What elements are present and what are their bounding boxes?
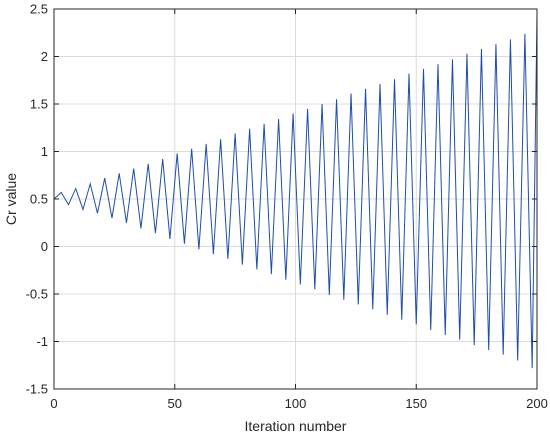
- y-axis-label: Cr value: [3, 173, 19, 225]
- y-tick-label: 2.5: [30, 2, 48, 17]
- x-tick-label: 0: [50, 396, 57, 411]
- y-tick-label: 1.5: [30, 97, 48, 112]
- y-tick-label: 2: [41, 49, 48, 64]
- y-tick-label: 0.5: [30, 192, 48, 207]
- y-tick-label: 1: [41, 144, 48, 159]
- y-tick-label: 0: [41, 239, 48, 254]
- series-line: [53, 13, 538, 369]
- x-tick-label: 100: [285, 396, 307, 411]
- x-tick-label: 200: [526, 396, 548, 411]
- y-tick-label: -1: [36, 334, 48, 349]
- y-tick-label: -1.5: [26, 382, 48, 397]
- series-layer: [53, 13, 538, 369]
- x-axis-label: Iteration number: [245, 418, 347, 434]
- x-tick-label: 50: [168, 396, 182, 411]
- y-tick-label: -0.5: [26, 287, 48, 302]
- x-tick-label: 150: [405, 396, 427, 411]
- ticks: 0 50 100 150 200 -1.5 -1 -0.5 0 0.5 1 1.5 2 2.5: [26, 2, 548, 412]
